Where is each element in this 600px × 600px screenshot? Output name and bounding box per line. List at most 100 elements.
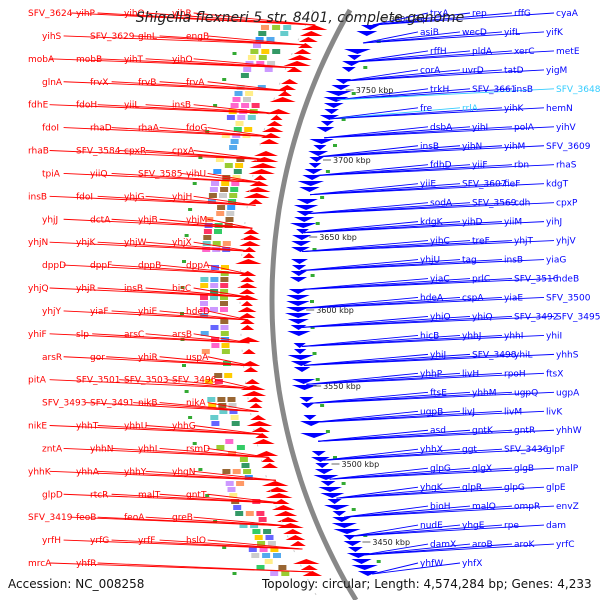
leader-line (353, 50, 429, 63)
forward-gene-mark (274, 511, 298, 516)
scale-ticks: 3800 kbp 3750 kbp 3700 kbp 3650 kbp 3600 kbp… (306, 15, 428, 547)
gene-label: zntA (42, 444, 63, 454)
leader-line (167, 379, 255, 390)
gene-label: ftsE (430, 388, 447, 398)
feature-block (261, 25, 269, 30)
gene-label: hdeB (556, 275, 579, 285)
reverse-gene-mark (309, 157, 324, 162)
gene-label: glpE (546, 483, 566, 493)
gene-label: malQ (472, 502, 496, 512)
reverse-gene-mark (300, 403, 315, 408)
marker-dot (205, 494, 210, 497)
feature-block (236, 481, 245, 486)
gene-label: rffH (430, 47, 447, 57)
marker-dot (341, 482, 346, 485)
leader-line (207, 218, 253, 229)
feature-tracks (180, 25, 381, 576)
leader-line (207, 127, 271, 138)
feature-block (272, 25, 281, 30)
feature-block (281, 571, 290, 576)
feature-block (214, 229, 222, 234)
feature-block (270, 547, 279, 552)
leader-line (145, 104, 278, 115)
leader-line (318, 429, 555, 442)
leader-line (302, 240, 429, 253)
feature-block (221, 265, 229, 270)
feature-block (235, 163, 244, 168)
reverse-gene-mark (311, 457, 330, 462)
backbone-arc (269, 8, 359, 600)
leader-line (344, 505, 471, 518)
feature-block (216, 445, 225, 450)
marker-dot (222, 546, 227, 549)
gene-label: yhhN (90, 444, 113, 454)
gene-label: yiiE (420, 180, 436, 190)
reverse-gene-mark (311, 451, 326, 456)
leader-line (145, 195, 256, 206)
gene-label: yhiQ (472, 312, 493, 322)
gene-label: hdeD (186, 307, 210, 317)
feature-block (250, 49, 259, 54)
marker-dot (192, 182, 197, 185)
leader-line (314, 164, 555, 177)
scale-tick-label: 3600 kbp (316, 306, 354, 315)
marker-dot (184, 234, 189, 237)
leader-line (159, 493, 284, 504)
gene-label: insB (420, 142, 439, 152)
gene-label: yihS (42, 32, 62, 42)
reverse-gene-mark (296, 199, 318, 204)
feature-block (225, 481, 234, 486)
leader-line (300, 297, 419, 309)
gene-label: glgX (472, 464, 492, 474)
feature-block (210, 277, 219, 282)
forward-gene-mark (302, 571, 323, 576)
gene-label: SFV_3419 (28, 513, 73, 523)
forward-gene-mark (283, 529, 303, 534)
feature-block (220, 289, 229, 294)
leader-line (314, 164, 429, 177)
feature-block (283, 25, 292, 30)
reverse-gene-mark (296, 229, 309, 234)
leader-line (336, 486, 545, 499)
gene-label: yhhY (124, 467, 147, 477)
gene-label: yhiR (138, 353, 158, 363)
leader-line (306, 202, 555, 215)
forward-gene-mark (243, 229, 260, 234)
reverse-gene-mark (293, 367, 311, 372)
scale-tick-label: 3500 kbp (342, 460, 380, 469)
gene-label: mrcA (28, 559, 52, 569)
gene-label: yhiE (138, 307, 158, 317)
marker-dot (315, 222, 320, 225)
gene-label: yhjV (556, 237, 577, 247)
scale-tick-label: 3700 kbp (333, 156, 371, 165)
gene-label: yhfR (76, 559, 96, 569)
feature-block (247, 55, 256, 60)
feature-block (241, 463, 250, 468)
marker-dot (310, 326, 315, 329)
gene-label: yihT (124, 55, 144, 65)
feature-block (233, 169, 242, 174)
feature-block (222, 175, 231, 180)
feature-block (220, 277, 229, 282)
gene-label: SFV_3503 (124, 376, 168, 386)
gene-label: glpR (462, 483, 482, 493)
leader-line (159, 539, 303, 550)
reverse-gene-mark (294, 217, 315, 222)
gene-label: treF (472, 237, 490, 247)
gene-label: uvrD (462, 66, 484, 76)
forward-gene-mark (235, 259, 262, 264)
marker-dot (310, 274, 315, 277)
feature-block (222, 469, 231, 474)
forward-gene-mark (249, 163, 277, 168)
feature-block (229, 145, 238, 150)
forward-gene-mark (269, 97, 296, 102)
forward-gene-mark (261, 127, 284, 132)
leader-line (193, 516, 293, 527)
feature-block (220, 331, 229, 336)
feature-block (225, 217, 234, 222)
gene-label: bisC (172, 284, 191, 294)
reverse-gene-mark (293, 343, 306, 348)
forward-gene-mark (261, 457, 275, 462)
forward-gene-mark (301, 25, 328, 30)
leader-line (207, 264, 249, 275)
